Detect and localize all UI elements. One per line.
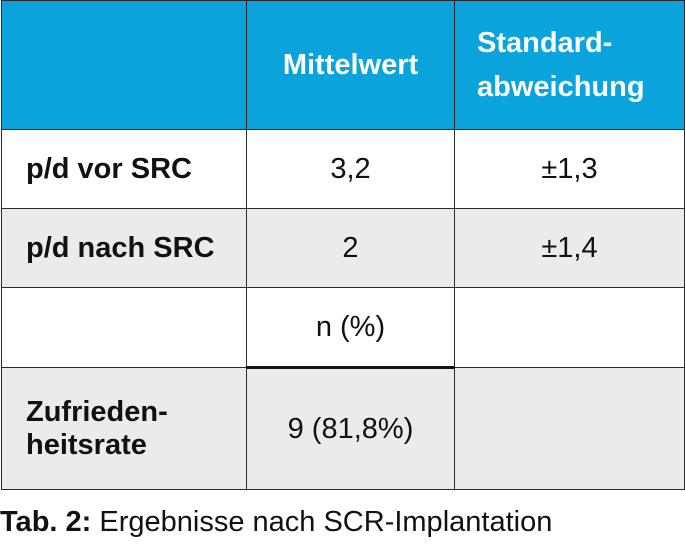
row-satisfaction-value: 9 (81,8%) [246,367,455,490]
row-label: p/d nach SRC [1,208,247,288]
results-table-container: Mittelwert Standard- abweichung p/d vor … [1,0,685,490]
caption-text: Ergebnisse nach SCR-Implantation [99,506,553,538]
row-std-dev-value [454,287,685,368]
row-mean-value: 2 [246,208,455,288]
header-std-dev-line1: Standard- [477,27,613,59]
header-empty-cell [1,0,247,130]
table-caption: Tab. 2: Ergebnisse nach SCR-Implantation [0,506,552,539]
row-label-line1: Zufrieden- [26,395,168,428]
row-label: p/d vor SRC [1,129,247,209]
row-n-percent-header: n (%) [246,287,455,369]
table-header-row: Mittelwert Standard- abweichung [1,0,685,130]
header-std-dev: Standard- abweichung [454,0,685,130]
header-std-dev-line2: abweichung [477,71,645,103]
caption-prefix: Tab. 2: [0,506,92,538]
row-std-dev-value [454,367,685,490]
row-label [1,287,247,368]
table-row: Zufrieden- heitsrate 9 (81,8%) [1,367,685,490]
row-std-dev-value: ±1,4 [454,208,685,288]
results-table: Mittelwert Standard- abweichung p/d vor … [1,0,685,490]
row-mean-value: 3,2 [246,129,455,209]
table-row: p/d nach SRC 2 ±1,4 [1,208,685,288]
table-row: p/d vor SRC 3,2 ±1,3 [1,129,685,209]
row-std-dev-value: ±1,3 [454,129,685,209]
row-label-line2: heitsrate [26,428,147,461]
header-mean: Mittelwert [246,0,455,130]
row-label-satisfaction: Zufrieden- heitsrate [1,367,247,490]
table-row: n (%) [1,287,685,369]
